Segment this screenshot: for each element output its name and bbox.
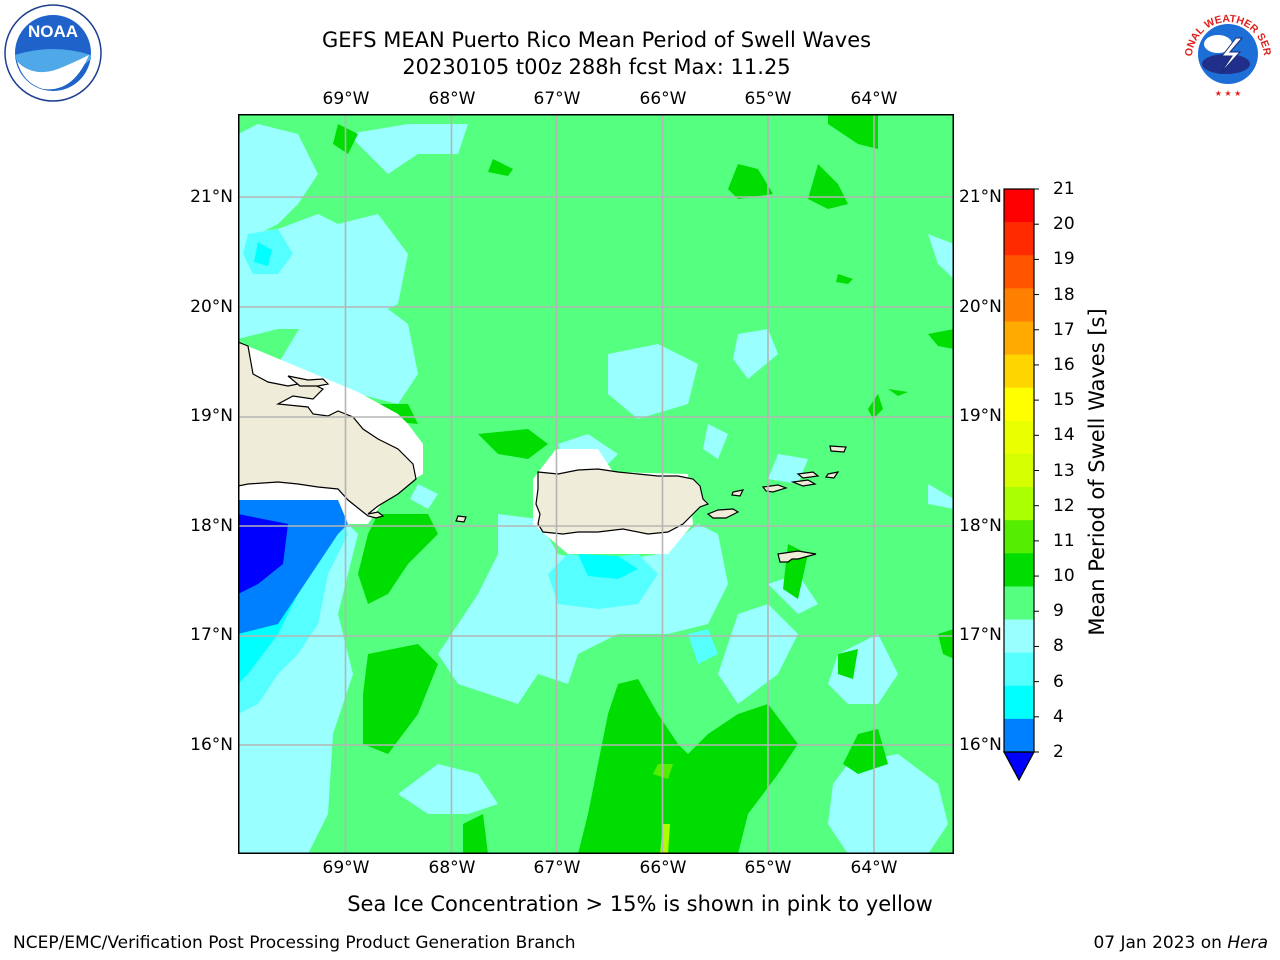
- colorbar-tick-label: 21: [1053, 179, 1075, 199]
- colorbar-tick-label: 15: [1053, 390, 1075, 411]
- colorbar-tick-label: 16: [1053, 354, 1075, 375]
- run-date-text: 07 Jan 2023 on: [1093, 933, 1222, 953]
- colorbar-band: [1004, 255, 1034, 289]
- lon-label-top: 67°W: [533, 89, 581, 109]
- lat-label-left: 18°N: [190, 516, 233, 536]
- lon-label-bottom: 66°W: [639, 858, 687, 878]
- machine-name: Hera: [1227, 933, 1268, 953]
- colorbar-tick-label: 6: [1053, 671, 1064, 692]
- colorbar-band: [1004, 586, 1034, 621]
- lat-label-right: 17°N: [959, 625, 1002, 645]
- lat-label-right: 16°N: [959, 735, 1002, 755]
- colorbar-tick-label: 20: [1053, 214, 1075, 235]
- noaa-logo: NOAA: [3, 3, 103, 103]
- lon-label-bottom: 68°W: [428, 858, 476, 878]
- colorbar-band: [1004, 685, 1034, 720]
- lat-label-left: 19°N: [190, 406, 233, 426]
- colorbar-tick-label: 2: [1053, 742, 1064, 762]
- svg-text:NOAA: NOAA: [28, 22, 78, 41]
- colorbar-band: [1004, 520, 1034, 554]
- lon-label-top: 68°W: [428, 89, 476, 109]
- colorbar-tick-label: 13: [1053, 460, 1075, 481]
- lon-label-bottom: 67°W: [533, 858, 581, 878]
- lat-label-left: 16°N: [190, 735, 233, 755]
- lat-label-left: 20°N: [190, 297, 233, 317]
- colorbar-band: [1004, 354, 1034, 389]
- colorbar-tick-label: 9: [1053, 601, 1064, 622]
- colorbar-tick-label: 10: [1053, 566, 1075, 587]
- colorbar-band: [1004, 420, 1034, 455]
- colorbar-band: [1004, 288, 1034, 322]
- colorbar-tick-label: 11: [1053, 530, 1075, 551]
- swell-period-map: [238, 114, 954, 854]
- lat-label-right: 20°N: [959, 297, 1002, 317]
- lon-label-top: 64°W: [850, 89, 898, 109]
- colorbar-extend-triangle: [1002, 751, 1036, 782]
- lon-label-top: 65°W: [744, 89, 792, 109]
- colorbar-tick-label: 19: [1053, 249, 1075, 270]
- svg-text:★ ★ ★: ★ ★ ★: [1215, 89, 1242, 98]
- lat-label-left: 21°N: [190, 187, 233, 207]
- lon-label-bottom: 65°W: [744, 858, 792, 878]
- colorbar-band: [1004, 321, 1034, 356]
- colorbar-tick-label: 18: [1053, 284, 1075, 305]
- colorbar-tick-label: 14: [1053, 425, 1075, 446]
- nws-logo: NATIONAL WEATHER SERVICE ★ ★ ★: [1174, 0, 1278, 102]
- colorbar-tick-label: 8: [1053, 636, 1064, 657]
- colorbar-tick-label: 4: [1053, 706, 1064, 727]
- chart-subtitle: 20230105 t00z 288h fcst Max: 11.25: [402, 55, 791, 79]
- lat-label-right: 19°N: [959, 406, 1002, 426]
- branch-credit: NCEP/EMC/Verification Post Processing Pr…: [13, 933, 576, 953]
- run-date: 07 Jan 2023 on Hera: [1093, 933, 1268, 953]
- colorbar-label: Mean Period of Swell Waves [s]: [1085, 308, 1109, 636]
- colorbar-band: [1004, 189, 1034, 223]
- colorbar-tick-label: 17: [1053, 319, 1075, 340]
- colorbar-band: [1004, 652, 1034, 687]
- lat-label-left: 17°N: [190, 625, 233, 645]
- colorbar-band: [1004, 222, 1034, 256]
- chart-title: GEFS MEAN Puerto Rico Mean Period of Swe…: [321, 28, 872, 52]
- sea-ice-note: Sea Ice Concentration > 15% is shown in …: [347, 892, 933, 916]
- colorbar-band: [1004, 553, 1034, 587]
- lon-label-top: 66°W: [639, 89, 687, 109]
- colorbar-band: [1004, 453, 1034, 488]
- colorbar-band: [1004, 487, 1034, 521]
- colorbar-band: [1004, 718, 1034, 753]
- colorbar-band: [1004, 619, 1034, 654]
- colorbar-band: [1004, 387, 1034, 422]
- colorbar: [1002, 188, 1039, 782]
- lat-label-right: 21°N: [959, 187, 1002, 207]
- lat-label-right: 18°N: [959, 516, 1002, 536]
- lon-label-bottom: 64°W: [850, 858, 898, 878]
- colorbar-tick-label: 12: [1053, 495, 1075, 516]
- lon-label-bottom: 69°W: [322, 858, 370, 878]
- lon-label-top: 69°W: [322, 89, 370, 109]
